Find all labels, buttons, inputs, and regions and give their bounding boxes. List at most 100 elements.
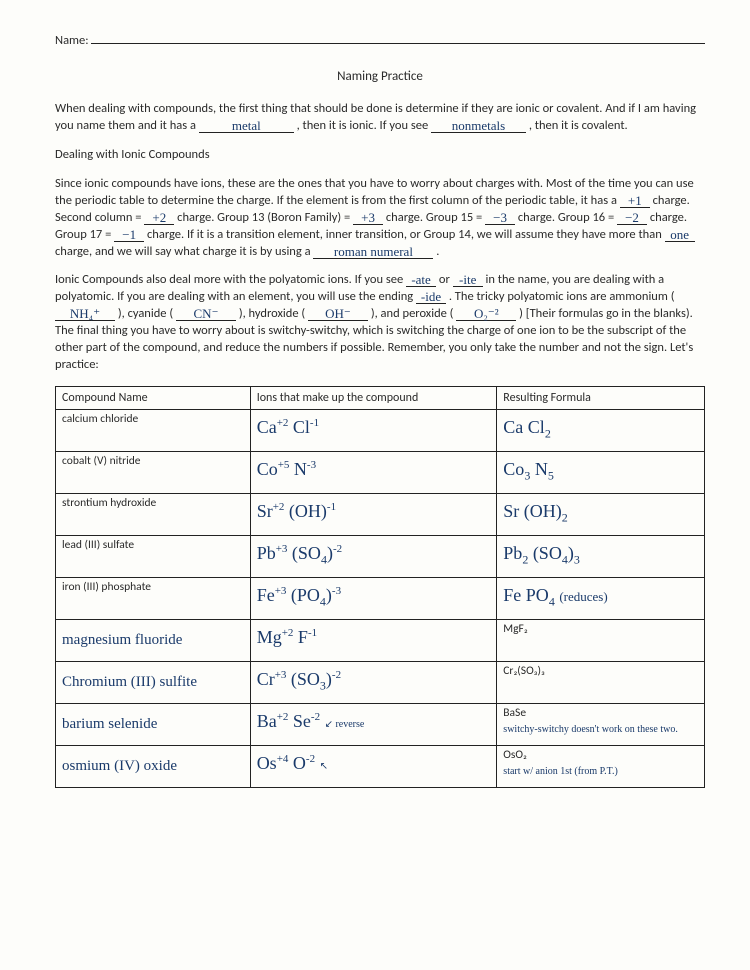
handwritten-formula: Ca Cl2 <box>503 412 698 440</box>
handwritten-ions: Co+5 N-3 <box>257 454 491 478</box>
th-ions: Ions that make up the compound <box>250 386 497 409</box>
printed-compound-name: iron (III) phosphate <box>62 580 244 596</box>
name-field-row: Name: <box>55 30 705 50</box>
p2-t5: charge. Group 16 = <box>518 210 617 225</box>
cell-compound-name: strontium hydroxide <box>56 493 251 535</box>
handwritten-ions: Fe+3 (PO4)-3 <box>257 580 491 608</box>
p2-t1: Since ionic compounds have ions, these a… <box>55 176 694 208</box>
p3-t1: Ionic Compounds also deal more with the … <box>55 272 406 287</box>
p2-t7: charge. If it is a transition element, i… <box>147 227 665 242</box>
p2-b6: −1 <box>114 228 144 242</box>
printed-compound-name: calcium chloride <box>62 412 244 428</box>
table-row: calcium chloride Ca+2 Cl-1 Ca Cl2 <box>56 409 705 451</box>
p2-b4: −3 <box>485 211 515 225</box>
p2-t3: charge. Group 13 (Boron Family) = <box>177 210 353 225</box>
page-title: Naming Practice <box>55 68 705 86</box>
p3-b3: -ide <box>416 290 446 304</box>
p3-t5: ), cyanide ( <box>118 306 173 321</box>
printed-formula: OsO₂ <box>503 748 698 764</box>
cell-formula: Fe PO4 (reduces) <box>497 577 705 619</box>
cell-compound-name: calcium chloride <box>56 409 251 451</box>
p3-b6: OH⁻ <box>308 307 368 321</box>
table-row: lead (III) sulfate Pb+3 (SO4)-2Pb2 (SO4)3 <box>56 535 705 577</box>
cell-ions: Sr+2 (OH)-1 <box>250 493 497 535</box>
handwritten-formula: Fe PO4 (reduces) <box>503 580 698 608</box>
table-row: barium selenideBa+2 Se-2 ↙ reverseBaSesw… <box>56 703 705 745</box>
p3-b2: -ite <box>453 273 483 287</box>
ionic-heading: Dealing with Ionic Compounds <box>55 147 705 164</box>
table-row: osmium (IV) oxide Os+4 O-2 ↖ OsO₂start w/ … <box>56 745 705 787</box>
handwritten-note: switchy-switchy doesn't work on these tw… <box>503 723 678 737</box>
p3-t6: ), hydroxide ( <box>239 306 305 321</box>
p2-b7: one <box>665 228 695 242</box>
handwritten-ions: Cr+3 (SO3)-2 <box>257 664 491 692</box>
handwritten-formula: Sr (OH)2 <box>503 496 698 524</box>
handwritten-ions: Ba+2 Se-2 ↙ reverse <box>257 706 491 730</box>
handwritten-note: start w/ anion 1st (from P.T.) <box>503 765 618 779</box>
p3-t7: ), and peroxide ( <box>371 306 454 321</box>
table-row: magnesium fluoride Mg+2 F-1 MgF₂ <box>56 619 705 661</box>
cell-formula: Pb2 (SO4)3 <box>497 535 705 577</box>
intro-text-3: , then it is covalent. <box>529 118 628 133</box>
cell-formula: MgF₂ <box>497 619 705 661</box>
cell-ions: Ca+2 Cl-1 <box>250 409 497 451</box>
cell-formula: BaSeswitchy-switchy doesn't work on thes… <box>497 703 705 745</box>
p3-b5: CN⁻ <box>176 307 236 321</box>
printed-formula: Cr₂(SO₃)₃ <box>503 664 698 680</box>
handwritten-ions: Ca+2 Cl-1 <box>257 412 491 436</box>
table-row: iron (III) phosphate Fe+3 (PO4)-3 Fe PO4 (… <box>56 577 705 619</box>
printed-formula: BaSe <box>503 706 698 722</box>
ionic-para-2: Ionic Compounds also deal more with the … <box>55 272 705 373</box>
cell-compound-name: Chromium (III) sulfite <box>56 661 251 703</box>
intro-blank-2: nonmetals <box>431 119 526 133</box>
compound-table: Compound Name Ions that make up the comp… <box>55 386 705 788</box>
handwritten-compound-name: magnesium fluoride <box>62 622 244 650</box>
cell-compound-name: iron (III) phosphate <box>56 577 251 619</box>
th-name: Compound Name <box>56 386 251 409</box>
cell-formula: Sr (OH)2 <box>497 493 705 535</box>
p2-t4: charge. Group 15 = <box>386 210 485 225</box>
cell-compound-name: osmium (IV) oxide <box>56 745 251 787</box>
handwritten-ions: Sr+2 (OH)-1 <box>257 496 491 520</box>
cell-ions: Cr+3 (SO3)-2 <box>250 661 497 703</box>
p2-t9: . <box>436 244 439 259</box>
p3-t4: . The tricky polyatomic ions are ammoniu… <box>449 289 675 304</box>
handwritten-ions: Mg+2 F-1 <box>257 622 491 646</box>
p2-t8: charge, and we will say what charge it i… <box>55 244 313 259</box>
table-row: strontium hydroxide Sr+2 (OH)-1 Sr (OH)2 <box>56 493 705 535</box>
printed-compound-name: lead (III) sulfate <box>62 538 244 554</box>
name-label: Name: <box>55 33 89 50</box>
cell-compound-name: lead (III) sulfate <box>56 535 251 577</box>
worksheet-page: Name: Naming Practice When dealing with … <box>0 0 750 970</box>
printed-formula: MgF₂ <box>503 622 698 638</box>
intro-paragraph: When dealing with compounds, the first t… <box>55 101 705 135</box>
cell-formula: Ca Cl2 <box>497 409 705 451</box>
cell-ions: Pb+3 (SO4)-2 <box>250 535 497 577</box>
handwritten-compound-name: Chromium (III) sulfite <box>62 664 244 692</box>
cell-compound-name: magnesium fluoride <box>56 619 251 661</box>
p2-b3: +3 <box>353 211 383 225</box>
table-row: cobalt (V) nitride Co+5 N-3 Co3 N5 <box>56 451 705 493</box>
handwritten-formula: Co3 N5 <box>503 454 698 482</box>
handwritten-compound-name: barium selenide <box>62 706 244 734</box>
cell-ions: Fe+3 (PO4)-3 <box>250 577 497 619</box>
printed-compound-name: strontium hydroxide <box>62 496 244 512</box>
cell-ions: Ba+2 Se-2 ↙ reverse <box>250 703 497 745</box>
cell-compound-name: cobalt (V) nitride <box>56 451 251 493</box>
printed-compound-name: cobalt (V) nitride <box>62 454 244 470</box>
p2-b5: −2 <box>617 211 647 225</box>
table-body: calcium chloride Ca+2 Cl-1 Ca Cl2 cobalt (V… <box>56 409 705 787</box>
handwritten-ions: Pb+3 (SO4)-2 <box>257 538 491 566</box>
intro-text-2: , then it is ionic. If you see <box>297 118 431 133</box>
handwritten-ions: Os+4 O-2 ↖ <box>257 748 491 772</box>
cell-compound-name: barium selenide <box>56 703 251 745</box>
cell-formula: Cr₂(SO₃)₃ <box>497 661 705 703</box>
handwritten-compound-name: osmium (IV) oxide <box>62 748 244 776</box>
p3-b7: O₂⁻² <box>456 307 516 321</box>
th-formula: Resulting Formula <box>497 386 705 409</box>
p2-b1: +1 <box>620 194 650 208</box>
ionic-para-1: Since ionic compounds have ions, these a… <box>55 176 705 260</box>
p3-t2: or <box>439 272 453 287</box>
p2-b2: +2 <box>144 211 174 225</box>
cell-ions: Os+4 O-2 ↖ <box>250 745 497 787</box>
